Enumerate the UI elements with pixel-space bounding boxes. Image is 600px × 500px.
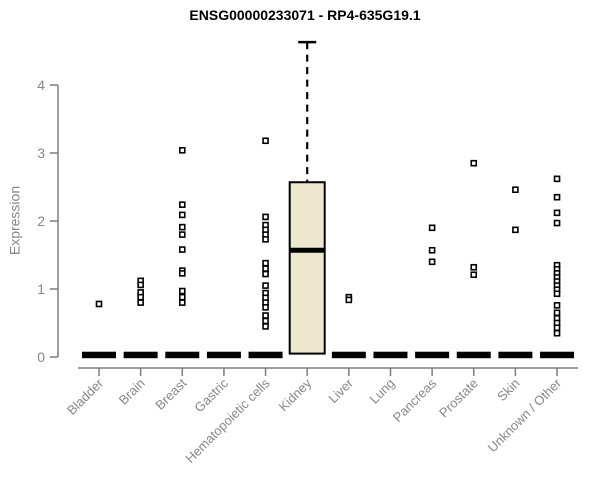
outlier-point <box>178 223 186 231</box>
zero-median-bar <box>540 351 575 359</box>
outlier-point <box>553 324 561 332</box>
outlier-point <box>553 290 561 298</box>
outlier-point <box>262 270 269 278</box>
outlier-point <box>553 219 561 227</box>
category-label: Unknown / Other <box>485 375 565 455</box>
outlier-point <box>262 282 269 289</box>
category-label: Bladder <box>64 375 107 418</box>
outlier-point <box>137 293 144 301</box>
outlier-point <box>512 226 519 234</box>
outlier-point <box>553 193 561 201</box>
outlier-point <box>178 201 186 208</box>
outlier-point <box>178 293 186 301</box>
y-tick-label: 4 <box>37 77 45 93</box>
y-tick-label: 2 <box>37 213 45 229</box>
zero-median-bar <box>165 351 200 359</box>
zero-median-bar <box>373 351 408 359</box>
outlier-point <box>470 159 478 167</box>
category-label: Kidney <box>276 375 315 414</box>
category-label: Lung <box>367 376 398 407</box>
outlier-point <box>178 146 186 154</box>
zero-median-bar <box>456 351 491 359</box>
outlier-point <box>512 186 519 194</box>
outlier-point <box>470 271 478 279</box>
outlier-point <box>178 211 186 219</box>
outlier-point <box>178 270 186 277</box>
zero-median-bar <box>123 351 158 359</box>
category-label: Prostate <box>436 376 481 421</box>
outlier-point <box>178 287 186 295</box>
category-label: Liver <box>325 375 356 406</box>
outlier-point <box>262 259 269 267</box>
category-label: Gastric <box>191 375 231 415</box>
outlier-point <box>178 246 186 253</box>
outlier-point <box>262 317 269 325</box>
y-tick-label: 1 <box>37 281 45 297</box>
chart-title: ENSG00000233071 - RP4-635G19.1 <box>189 7 421 23</box>
outlier-point <box>262 137 269 145</box>
outlier-point <box>178 299 186 306</box>
outlier-point <box>428 224 436 232</box>
outlier-point <box>553 309 561 317</box>
y-tick-label: 3 <box>37 145 45 161</box>
y-tick-label: 0 <box>37 349 45 365</box>
outlier-point <box>553 175 561 183</box>
zero-median-bar <box>331 351 366 359</box>
category-label: Pancreas <box>390 375 440 425</box>
outlier-point <box>262 312 269 319</box>
zero-median-bar <box>206 351 241 359</box>
outlier-point <box>553 329 561 337</box>
outlier-point <box>137 281 144 289</box>
outlier-point <box>95 300 103 308</box>
outlier-point <box>553 209 561 217</box>
outlier-point <box>428 258 436 266</box>
box <box>288 181 326 355</box>
zero-median-bar <box>415 351 450 359</box>
outlier-point <box>345 296 353 304</box>
zero-median-bar <box>82 351 116 359</box>
outlier-point <box>428 246 436 254</box>
category-label: Skin <box>494 376 522 404</box>
zero-median-bar <box>248 351 283 359</box>
outlier-point <box>262 323 269 330</box>
outlier-point <box>262 213 269 221</box>
outlier-point <box>470 263 478 271</box>
outlier-point <box>262 304 269 311</box>
outlier-point <box>262 236 269 243</box>
zero-median-bar <box>498 351 533 359</box>
outlier-point <box>137 299 144 306</box>
outlier-point <box>178 231 186 238</box>
outlier-point <box>262 265 269 272</box>
outlier-point <box>553 302 561 309</box>
category-label: Breast <box>152 375 189 412</box>
category-label: Brain <box>116 376 148 408</box>
